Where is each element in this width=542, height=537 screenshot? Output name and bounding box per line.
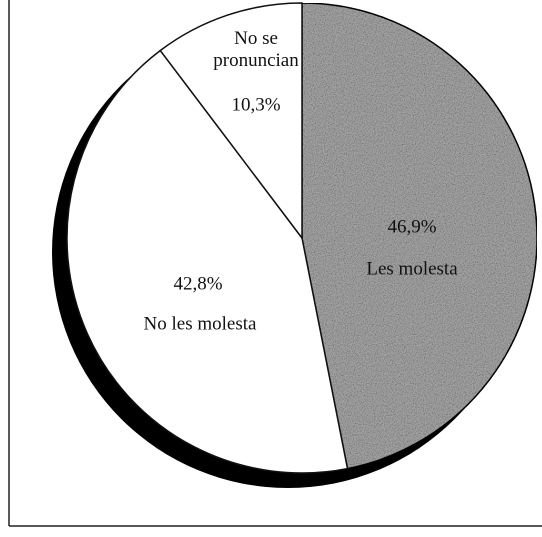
slice-label: No se pronuncian <box>213 28 299 71</box>
value-label: 10,3% <box>231 94 280 115</box>
value-label: 42,8% <box>173 273 222 294</box>
value-label: 46,9% <box>387 216 436 237</box>
slice-label: No les molesta <box>144 313 257 334</box>
pie-slice <box>159 2 303 241</box>
labels: Les molesta 46,9% No les molesta 42,8% No se… <box>144 28 459 334</box>
pie-slice <box>301 2 538 470</box>
pie-slice <box>66 49 349 474</box>
slice-label: Les molesta <box>366 258 458 279</box>
pie <box>66 2 538 474</box>
